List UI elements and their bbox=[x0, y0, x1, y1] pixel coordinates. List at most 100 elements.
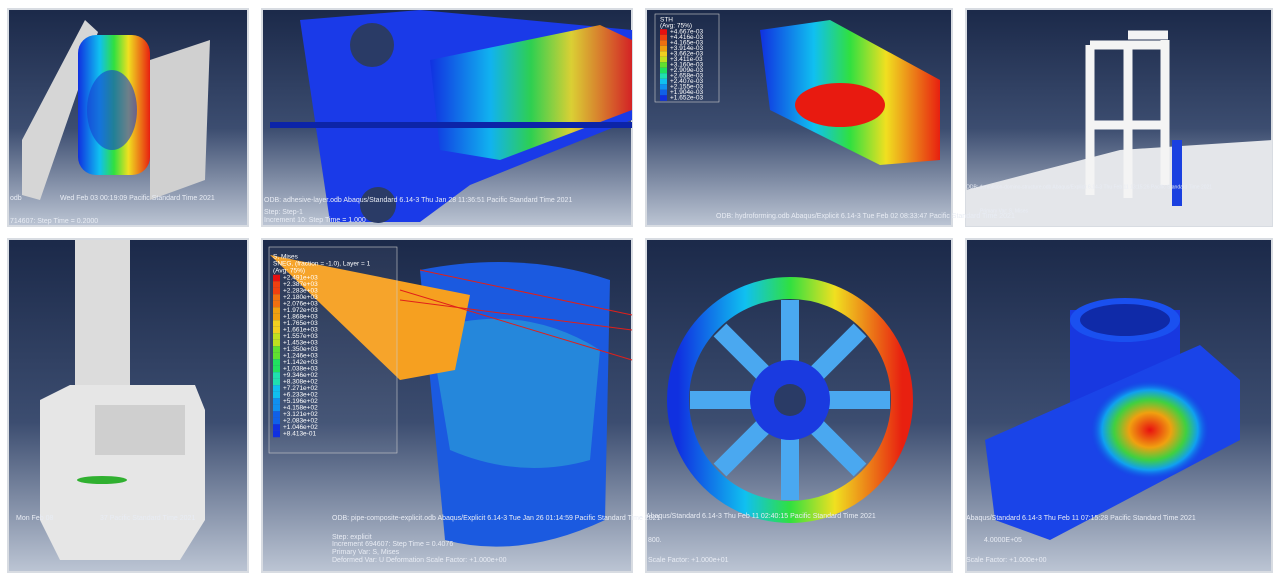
legend-label: +5.196e+02 bbox=[283, 398, 318, 405]
legend-title: STH bbox=[660, 17, 673, 24]
legend-swatch bbox=[660, 73, 667, 79]
footer: Abaqus/Standard 6.14-3 Thu Feb 11 02:40:… bbox=[646, 513, 876, 520]
legend-swatch bbox=[273, 287, 280, 295]
legend-label: +2.387e+03 bbox=[283, 281, 318, 288]
legend-swatch bbox=[273, 333, 280, 340]
model-1 bbox=[22, 20, 210, 200]
model-5 bbox=[40, 240, 205, 560]
legend-swatch bbox=[660, 45, 667, 52]
legend-label: +6.233e+02 bbox=[283, 392, 318, 399]
legend-label: +2.909e-03 bbox=[670, 67, 703, 74]
legend-label: +1.904e-03 bbox=[670, 89, 703, 96]
legend-swatch bbox=[273, 424, 280, 431]
legend-swatch bbox=[273, 346, 280, 353]
legend-swatch bbox=[273, 352, 280, 360]
legend-label: +2.076e+03 bbox=[283, 301, 318, 308]
footer: odb bbox=[10, 195, 22, 202]
legend-swatch bbox=[660, 29, 667, 35]
legend-swatch bbox=[273, 313, 280, 321]
legend-swatch bbox=[273, 398, 280, 405]
model-4 bbox=[966, 30, 1272, 226]
footer: 714607: Step Time = 0.2000 bbox=[10, 218, 98, 225]
legend-swatch bbox=[273, 391, 280, 399]
footer: Primary Var: S, Mises bbox=[980, 208, 1028, 214]
legend-swatch bbox=[273, 320, 280, 327]
legend-title: (Avg: 75%) bbox=[273, 268, 305, 275]
footer: ODB: hydroforming.odb Abaqus/Explicit 6.… bbox=[716, 213, 1015, 220]
footer: Primary Var: S, Mises bbox=[332, 549, 400, 556]
legend-swatch bbox=[660, 84, 667, 90]
legend-label: +3.411e-03 bbox=[670, 56, 703, 63]
footer: Mon Feb 08 bbox=[16, 515, 53, 522]
legend-swatch bbox=[660, 40, 667, 46]
legend-swatch bbox=[273, 378, 280, 386]
footers: odb Wed Feb 03 00:19:09 Pacific Standard… bbox=[10, 184, 1212, 564]
legend-title: S, Mises bbox=[273, 254, 299, 261]
legend-swatch bbox=[273, 326, 280, 334]
legend-swatch bbox=[273, 430, 280, 438]
footer: Step: explicit bbox=[332, 534, 372, 541]
model-7 bbox=[667, 277, 913, 523]
footer: Step: Step-1 bbox=[264, 209, 303, 216]
legend-swatch bbox=[273, 294, 280, 301]
legend-label: +4.158e+02 bbox=[283, 405, 318, 412]
legend-label: +1.765e+03 bbox=[283, 320, 318, 327]
legend-label: +2.180e+03 bbox=[283, 294, 318, 301]
legend-title: (Avg: 75%) bbox=[660, 23, 692, 30]
legend-label: +1.246e+03 bbox=[283, 353, 318, 360]
legend-swatch bbox=[660, 67, 667, 74]
legend-label: +1.453e+03 bbox=[283, 340, 318, 347]
legend-label: +2.407e-03 bbox=[670, 78, 703, 85]
legend-label: +3.662e-03 bbox=[670, 51, 703, 58]
model-3 bbox=[654, 13, 940, 165]
legend-swatch bbox=[660, 34, 667, 41]
legend-label: +8.413e-01 bbox=[283, 431, 316, 438]
legend-label: +1.046e+02 bbox=[283, 424, 318, 431]
legend-label: +3.914e-03 bbox=[670, 45, 703, 52]
legend-swatch bbox=[273, 359, 280, 366]
legend-swatch bbox=[660, 95, 667, 101]
model-6 bbox=[268, 246, 633, 547]
legend-label: +1.972e+03 bbox=[283, 307, 318, 314]
legend-label: +4.416e-03 bbox=[670, 34, 703, 41]
legend-swatch bbox=[273, 417, 280, 425]
legend-swatch bbox=[660, 89, 667, 96]
legend-label: +2.155e-03 bbox=[670, 84, 703, 91]
model-8 bbox=[985, 298, 1240, 540]
legend-swatch bbox=[273, 404, 280, 412]
legend-label: +2.283e+03 bbox=[283, 288, 318, 295]
footer: ODB: demolition-domino-structure.odb Aba… bbox=[966, 184, 1212, 190]
footer: Scale Factor: +1.000e+01 bbox=[648, 557, 729, 564]
legend-label: +2.083e+02 bbox=[283, 418, 318, 425]
legend-swatch bbox=[660, 56, 667, 63]
legend-label: +1.868e+03 bbox=[283, 314, 318, 321]
legend-label: +1.350e+03 bbox=[283, 346, 318, 353]
legend-label: +2.658e-03 bbox=[670, 73, 703, 80]
legend-swatch bbox=[660, 78, 667, 85]
legend-label: +1.557e+03 bbox=[283, 333, 318, 340]
legend-label: +9.346e+02 bbox=[283, 372, 318, 379]
legend-swatch bbox=[273, 281, 280, 288]
legend-swatch bbox=[273, 372, 280, 379]
footer: Scale Factor: +1.000e+00 bbox=[966, 557, 1047, 564]
legend-label: +1.652e-03 bbox=[670, 95, 703, 102]
legend-label: +7.271e+02 bbox=[283, 385, 318, 392]
footer: Increment 10: Step Time = 1.000 bbox=[264, 217, 366, 224]
legend-title: SNEG, (fraction = -1.0), Layer = 1 bbox=[273, 261, 371, 268]
footer: ODB: pipe-composite-explicit.odb Abaqus/… bbox=[332, 515, 661, 522]
legend-swatch bbox=[660, 62, 667, 68]
footer: Wed Feb 03 00:19:09 Pacific Standard Tim… bbox=[60, 195, 215, 202]
legend-swatch bbox=[273, 365, 280, 373]
legend-swatch bbox=[273, 339, 280, 347]
legend-label: +4.667e-03 bbox=[670, 29, 703, 36]
legend-label: +1.142e+03 bbox=[283, 359, 318, 366]
footer: ODB: adhesive-layer.odb Abaqus/Standard … bbox=[264, 197, 572, 204]
footer: 4.0000E+05 bbox=[984, 537, 1022, 544]
legend-swatch bbox=[273, 307, 280, 314]
legend-label: +3.160e-03 bbox=[670, 62, 703, 69]
model-2 bbox=[270, 10, 632, 223]
footer: Deformed Var: U Deformation Scale Factor… bbox=[332, 557, 507, 564]
legend-swatch bbox=[273, 274, 280, 282]
legend-label: +4.165e-03 bbox=[670, 40, 703, 47]
